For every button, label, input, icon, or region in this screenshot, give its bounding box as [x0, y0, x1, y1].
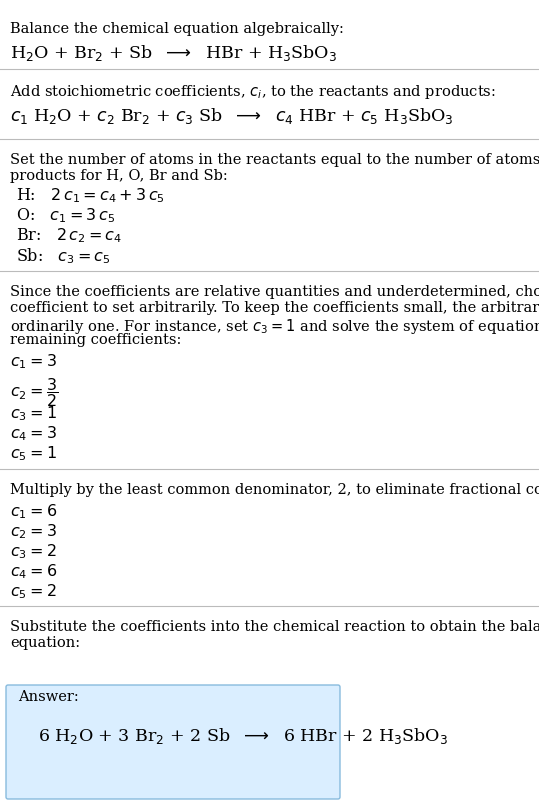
Text: $c_1$ H$_2$O + $c_2$ Br$_2$ + $c_3$ Sb  $\longrightarrow$  $c_4$ HBr + $c_5$ H$_: $c_1$ H$_2$O + $c_2$ Br$_2$ + $c_3$ Sb $… — [10, 106, 453, 126]
Text: ordinarily one. For instance, set $c_3 = 1$ and solve the system of equations fo: ordinarily one. For instance, set $c_3 =… — [10, 316, 539, 336]
Text: coefficient to set arbitrarily. To keep the coefficients small, the arbitrary va: coefficient to set arbitrarily. To keep … — [10, 301, 539, 315]
Text: products for H, O, Br and Sb:: products for H, O, Br and Sb: — [10, 169, 228, 182]
Text: Add stoichiometric coefficients, $c_i$, to the reactants and products:: Add stoichiometric coefficients, $c_i$, … — [10, 83, 496, 101]
Text: Since the coefficients are relative quantities and underdetermined, choose a: Since the coefficients are relative quan… — [10, 285, 539, 298]
Text: Sb:   $c_3 = c_5$: Sb: $c_3 = c_5$ — [16, 246, 110, 265]
Text: Answer:: Answer: — [18, 689, 79, 703]
FancyBboxPatch shape — [6, 685, 340, 799]
Text: Br:   $2\,c_2 = c_4$: Br: $2\,c_2 = c_4$ — [16, 225, 122, 244]
Text: O:   $c_1 = 3\,c_5$: O: $c_1 = 3\,c_5$ — [16, 206, 115, 225]
Text: $c_4 = 6$: $c_4 = 6$ — [10, 561, 57, 580]
Text: $c_3 = 2$: $c_3 = 2$ — [10, 541, 57, 560]
Text: $c_5 = 1$: $c_5 = 1$ — [10, 444, 57, 462]
Text: $c_1 = 6$: $c_1 = 6$ — [10, 501, 57, 520]
Text: 6 H$_2$O + 3 Br$_2$ + 2 Sb  $\longrightarrow$  6 HBr + 2 H$_3$SbO$_3$: 6 H$_2$O + 3 Br$_2$ + 2 Sb $\longrightar… — [38, 725, 448, 745]
Text: H$_2$O + Br$_2$ + Sb  $\longrightarrow$  HBr + H$_3$SbO$_3$: H$_2$O + Br$_2$ + Sb $\longrightarrow$ H… — [10, 43, 337, 63]
Text: H:   $2\,c_1 = c_4 + 3\,c_5$: H: $2\,c_1 = c_4 + 3\,c_5$ — [16, 186, 165, 204]
Text: remaining coefficients:: remaining coefficients: — [10, 333, 182, 346]
Text: $c_2 = \dfrac{3}{2}$: $c_2 = \dfrac{3}{2}$ — [10, 375, 58, 409]
Text: Substitute the coefficients into the chemical reaction to obtain the balanced: Substitute the coefficients into the che… — [10, 620, 539, 633]
Text: Multiply by the least common denominator, 2, to eliminate fractional coefficient: Multiply by the least common denominator… — [10, 483, 539, 496]
Text: $c_4 = 3$: $c_4 = 3$ — [10, 423, 57, 442]
Text: $c_3 = 1$: $c_3 = 1$ — [10, 404, 57, 423]
Text: $c_2 = 3$: $c_2 = 3$ — [10, 521, 57, 540]
Text: Balance the chemical equation algebraically:: Balance the chemical equation algebraica… — [10, 22, 344, 36]
Text: Set the number of atoms in the reactants equal to the number of atoms in the: Set the number of atoms in the reactants… — [10, 152, 539, 167]
Text: equation:: equation: — [10, 635, 80, 649]
Text: $c_1 = 3$: $c_1 = 3$ — [10, 351, 57, 371]
Text: $c_5 = 2$: $c_5 = 2$ — [10, 581, 57, 600]
